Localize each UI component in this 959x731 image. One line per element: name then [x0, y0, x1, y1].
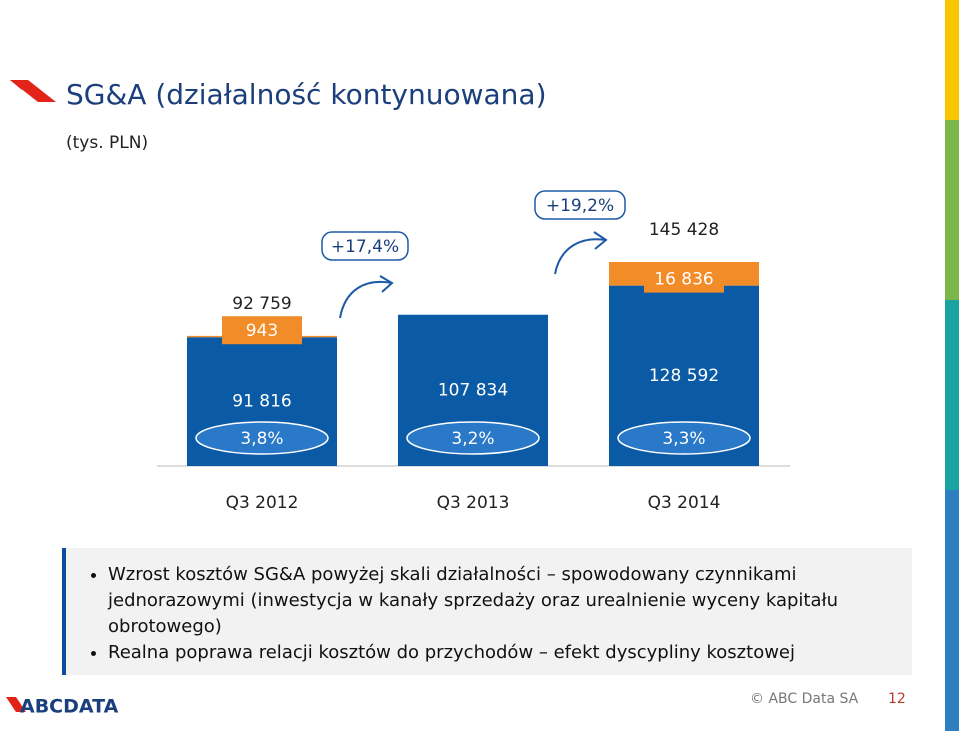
annotation-box [534, 190, 626, 220]
value-label: 943 [246, 321, 278, 341]
x-tick-label: Q3 2012 [226, 493, 299, 513]
footer-logo-mark [6, 697, 26, 712]
bullet-box: Wzrost kosztów SG&A powyżej skali działa… [62, 548, 912, 675]
growth-arrow [379, 275, 394, 293]
value-label: 91 816 [232, 392, 291, 412]
value-label: 16 836 [654, 270, 713, 290]
subtitle: (tys. PLN) [66, 133, 148, 153]
annotation-box [321, 231, 409, 261]
title: SG&A (działalność kontynuowana) [66, 78, 547, 111]
value-label: 107 834 [438, 380, 508, 400]
value-label: 128 592 [649, 366, 719, 386]
edge-strip [945, 490, 959, 731]
growth-arrow [339, 280, 393, 319]
annotation: +19,2% [546, 196, 614, 216]
edge-strip [945, 300, 959, 490]
ratio-pill [617, 421, 751, 455]
bullet: Realna poprawa relacji kosztów do przych… [108, 640, 892, 666]
ratio-label: 3,3% [662, 429, 705, 449]
footer-logo: ABCDATA [20, 696, 119, 718]
ratio-label: 3,8% [240, 429, 283, 449]
growth-arrow [593, 231, 608, 250]
edge-strip [945, 120, 959, 300]
ratio-label: 3,2% [451, 429, 494, 449]
logo-mark [10, 80, 22, 90]
ratio-pill [195, 421, 329, 455]
ratio-pill [406, 421, 540, 455]
page-number: 12 [888, 691, 906, 707]
edge-strip [945, 0, 959, 120]
x-tick-label: Q3 2014 [648, 493, 721, 513]
growth-arrow [554, 238, 607, 275]
total-label: 92 759 [232, 294, 291, 314]
total-label: 145 428 [649, 220, 719, 240]
copyright: © ABC Data SA [750, 691, 859, 707]
x-tick-label: Q3 2013 [437, 493, 510, 513]
value-label-box [222, 316, 302, 345]
value-label-box [644, 264, 724, 293]
annotation: +17,4% [331, 237, 399, 257]
bullet: Wzrost kosztów SG&A powyżej skali działa… [108, 562, 892, 640]
